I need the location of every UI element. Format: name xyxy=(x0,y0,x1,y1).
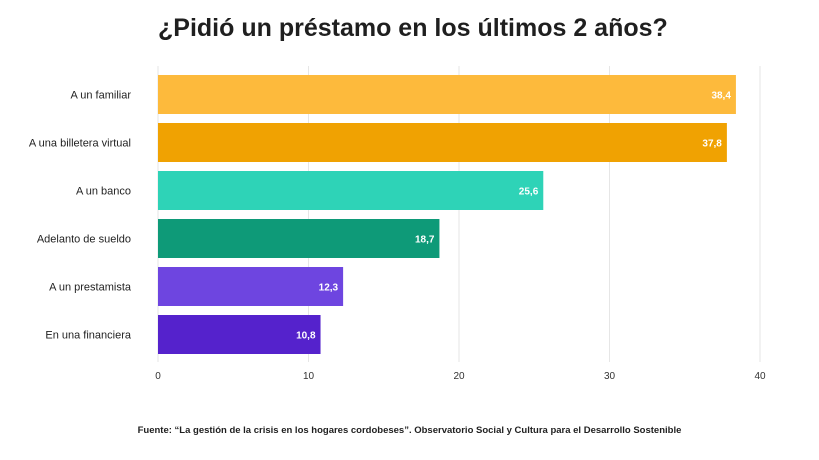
x-tick-label: 30 xyxy=(604,371,616,382)
bar xyxy=(158,75,736,114)
category-labels: A un familiar A una billetera virtual A un… xyxy=(29,90,132,342)
value-label: 12,3 xyxy=(319,283,339,294)
x-tick-label: 0 xyxy=(155,371,161,382)
bar xyxy=(158,171,544,210)
value-label: 37,8 xyxy=(702,139,722,150)
value-label: 10,8 xyxy=(296,331,316,342)
category-label: A una billetera virtual xyxy=(29,138,131,150)
bar xyxy=(158,267,344,306)
value-labels: 38,4 37,8 25,6 18,7 12,3 10,8 xyxy=(296,91,731,342)
chart-title: ¿Pidió un préstamo en los últimos 2 años… xyxy=(158,14,668,42)
category-label: A un banco xyxy=(76,186,131,198)
bars xyxy=(158,75,736,354)
x-axis-ticks: 0 10 20 30 40 xyxy=(155,371,766,382)
source-note: Fuente: “La gestión de la crisis en los … xyxy=(137,425,682,436)
bar xyxy=(158,219,440,258)
bar xyxy=(158,315,321,354)
x-tick-label: 40 xyxy=(754,371,766,382)
value-label: 18,7 xyxy=(415,235,435,246)
category-label: A un familiar xyxy=(70,90,131,102)
value-label: 25,6 xyxy=(519,187,539,198)
bar xyxy=(158,123,727,162)
x-tick-label: 20 xyxy=(453,371,465,382)
category-label: Adelanto de sueldo xyxy=(37,234,131,246)
category-label: En una financiera xyxy=(45,330,131,342)
value-label: 38,4 xyxy=(711,91,731,102)
grid-lines xyxy=(157,66,761,362)
category-label: A un prestamista xyxy=(49,282,132,294)
x-tick-label: 10 xyxy=(303,371,315,382)
